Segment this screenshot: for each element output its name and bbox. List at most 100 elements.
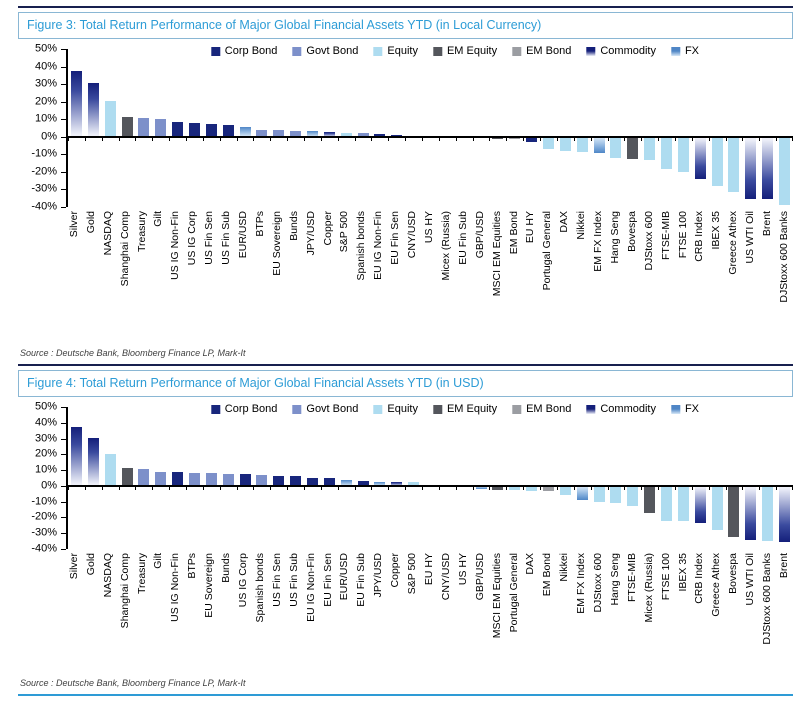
legend-swatch-em-bond: [512, 404, 522, 414]
x-tick: [759, 136, 761, 141]
y-tick-label-20: 20%: [34, 95, 57, 108]
y-tick--10: [61, 154, 66, 156]
bar-slot: [489, 407, 506, 549]
x-label-slot: Gold: [83, 207, 100, 339]
chart-label-row: Silver Gold NASDAQ Shanghai Comp Treasury Gil…: [18, 549, 793, 669]
x-label-slot: EU Fin Sen: [320, 549, 337, 669]
x-label-slot: EUR/USD: [235, 207, 252, 339]
x-label-slot: EM Bond: [539, 549, 556, 669]
x-label-shanghai-comp: Shanghai Comp: [118, 211, 131, 287]
bar-slot: [506, 407, 523, 549]
x-label-slot: DAX: [556, 207, 573, 339]
bar-slot: [101, 49, 119, 207]
x-label-crb-index: CRB Index: [693, 211, 706, 262]
x-label-slot: EUR/USD: [337, 549, 354, 669]
x-label-gbp-usd: GBP/USD: [473, 211, 486, 259]
bar-gold: [87, 83, 99, 137]
y-tick-label-40: 40%: [34, 416, 57, 429]
x-tick: [674, 485, 676, 490]
x-label-slot: Spanish bonds: [252, 549, 269, 669]
middle-divider: [18, 364, 793, 366]
bar-greece-athex: [728, 136, 740, 193]
x-tick: [472, 485, 474, 490]
bar-slot: [540, 49, 557, 207]
bar-ibex-35: [711, 136, 723, 186]
bar-gbp-usd: [475, 485, 487, 489]
bar-eur-usd: [239, 127, 251, 137]
legend-item-corp-bond: Corp Bond: [210, 45, 277, 57]
y-tick-40: [61, 422, 66, 424]
bar-em-fx-index: [593, 136, 605, 153]
y-tick-50: [61, 49, 66, 50]
bar-us-ig-corp: [188, 123, 200, 137]
x-label-eu-fin-sen: EU Fin Sen: [321, 553, 334, 607]
x-label-dax: DAX: [524, 553, 537, 575]
bar-slot: [607, 407, 625, 549]
x-label-slot: EU Fin Sub: [353, 549, 370, 669]
x-tick: [422, 136, 424, 141]
x-tick: [455, 485, 457, 490]
bar-slot: [776, 407, 793, 549]
x-label-gilt: Gilt: [152, 211, 165, 227]
bar-slot: [320, 49, 338, 207]
y-tick-20: [61, 454, 66, 456]
bar-slot: [304, 49, 321, 207]
bar-slot: [472, 407, 490, 549]
x-label-us-fin-sen: US Fin Sen: [270, 553, 283, 607]
bar-slot: [674, 407, 692, 549]
bar-ibex-35: [677, 485, 689, 522]
bar-bovespa: [728, 485, 740, 538]
x-label-slot: Gilt: [151, 207, 168, 339]
x-tick: [641, 136, 643, 141]
legend-item-fx: FX: [670, 403, 699, 415]
bar-us-fin-sen: [205, 124, 217, 137]
y-tick-label-0: 0%: [41, 479, 57, 492]
x-tick: [438, 136, 440, 141]
bar-slot: [422, 49, 439, 207]
bar-bunds: [222, 473, 234, 486]
bar-spanish-bonds: [357, 132, 369, 137]
legend-label-em-equity: EM Equity: [446, 403, 498, 415]
figure4-source-note: Source : Deutsche Bank, Bloomberg Financ…: [20, 678, 246, 688]
x-label-eu-sovereign: EU Sovereign: [270, 211, 283, 276]
x-label-slot: US WTI Oil: [742, 549, 759, 669]
x-label-slot: Spanish bonds: [353, 207, 370, 339]
bar-slot: [691, 407, 709, 549]
x-tick: [135, 485, 137, 490]
x-label-slot: FTSE 100: [658, 549, 675, 669]
bar-slot: [556, 49, 574, 207]
x-tick: [405, 485, 407, 490]
x-label-gilt: Gilt: [152, 553, 165, 569]
x-label-portugal-general: Portugal General: [541, 211, 554, 291]
y-tick-label-30: 30%: [34, 432, 57, 445]
bar-slot: [658, 49, 675, 207]
x-label-msci-em-equities: MSCI EM Equities: [490, 211, 503, 297]
y-tick-50: [61, 407, 66, 408]
legend-swatch-corp-bond: [210, 46, 220, 56]
x-tick: [186, 485, 188, 490]
x-label-gold: Gold: [84, 553, 97, 576]
x-label-cny-usd: CNY/USD: [439, 553, 452, 601]
x-label-slot: NASDAQ: [100, 207, 117, 339]
x-label-bunds: Bunds: [220, 553, 233, 583]
y-tick-10: [61, 470, 66, 472]
x-tick: [186, 136, 188, 141]
x-tick: [523, 136, 525, 141]
chart-plot-row: 50% 40% 30% 20% 10% 0% -10% -20% -30% -40% Corp Bo…: [18, 401, 793, 554]
legend-label-govt-bond: Govt Bond: [306, 45, 359, 57]
x-tick: [152, 136, 154, 141]
x-label-slot: Bovespa: [725, 549, 742, 669]
bar-slot: [68, 407, 85, 549]
legend-item-em-equity: EM Equity: [432, 403, 498, 415]
x-label-slot: EM FX Index: [590, 207, 607, 339]
x-label-msci-em-equities: MSCI EM Equities: [490, 553, 503, 639]
legend-swatch-commodity: [586, 46, 596, 56]
legend-swatch-fx: [670, 46, 680, 56]
x-label-ftse-100: FTSE 100: [659, 553, 672, 601]
y-tick-30: [61, 438, 66, 440]
legend-swatch-em-equity: [432, 404, 442, 414]
y-tick--40: [61, 207, 66, 208]
bar-spanish-bonds: [256, 475, 268, 486]
x-tick: [84, 136, 86, 141]
x-tick: [304, 485, 306, 490]
